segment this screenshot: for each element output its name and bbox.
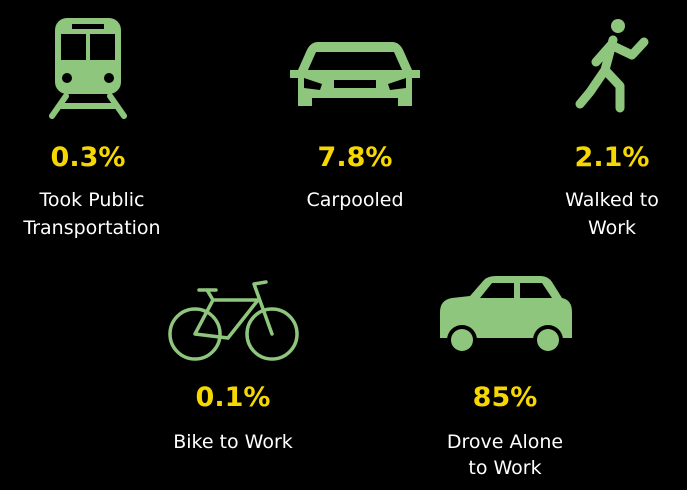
walker-icon [575, 19, 649, 113]
car-front-icon [290, 42, 420, 106]
label-line: Work [588, 217, 636, 239]
percent: 7.8% [318, 142, 393, 173]
label-line: Bike to Work [173, 431, 293, 453]
label-line: to Work [468, 457, 541, 479]
label-line: Carpooled [306, 189, 403, 211]
car-side-icon [440, 276, 572, 355]
percent: 2.1% [575, 142, 650, 173]
bike-icon [168, 280, 299, 361]
label-line: Drove Alone [447, 431, 563, 453]
percent: 85% [473, 382, 538, 413]
percent: 0.1% [196, 382, 271, 413]
label-line: Took Public [39, 189, 145, 211]
train-icon [49, 18, 127, 119]
label-line: Transportation [22, 217, 160, 239]
percent: 0.3% [51, 142, 126, 173]
label-line: Walked to [565, 189, 659, 211]
